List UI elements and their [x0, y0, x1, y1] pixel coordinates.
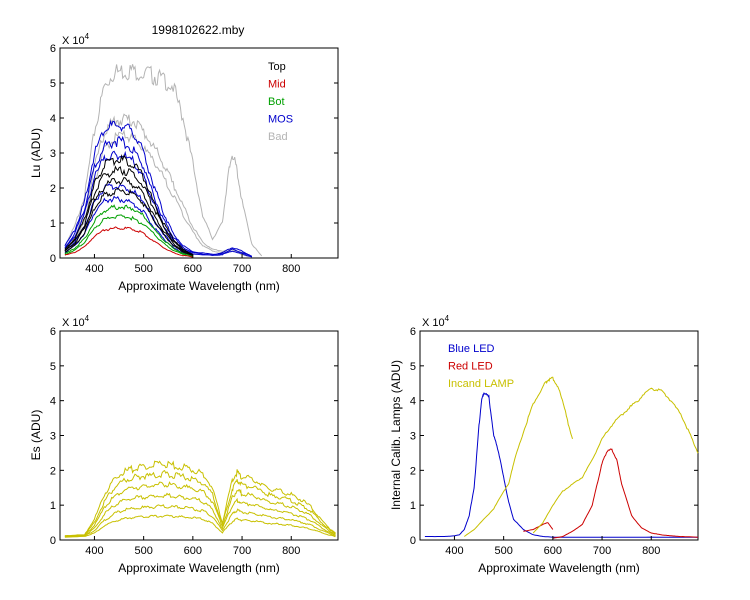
- series-line-mid: [64, 226, 193, 258]
- x-tick-label: 800: [642, 545, 660, 557]
- x-tick-label: 700: [233, 545, 251, 557]
- lu-panel: 0 1 2 3 4 5 6 400 500 600 700 800 X 104 Approximat…: [29, 32, 339, 293]
- y-tick-label: 2: [410, 465, 416, 477]
- legend-entry-blue-led: Blue LED: [448, 343, 495, 355]
- lu-y-axis-label: Lu (ADU): [29, 128, 43, 178]
- y-tick-label: 6: [410, 326, 416, 338]
- series-line-series: [64, 470, 336, 537]
- es-series-layer: [64, 460, 336, 538]
- lamps-y-axis-label: Internal Calib. Lamps (ADU): [389, 360, 403, 510]
- legend-entry-bot: Bot: [268, 96, 285, 108]
- y-tick-label: 5: [410, 361, 416, 373]
- series-line-bot: [64, 214, 193, 257]
- series-line-incand-lamp: [532, 387, 699, 534]
- y-tick-label: 1: [50, 500, 56, 512]
- es-x-axis-label: Approximate Wavelength (nm): [118, 561, 280, 575]
- lamps-x-ticks: 400 500 600 700 800: [445, 536, 660, 557]
- x-tick-label: 400: [85, 263, 103, 275]
- series-line-series: [64, 460, 336, 537]
- legend-entry-red-led: Red LED: [448, 361, 493, 373]
- series-line-mos: [64, 150, 253, 258]
- y-tick-label: 5: [50, 78, 56, 90]
- series-line-incand-lamp: [464, 376, 573, 537]
- series-line-bad: [64, 113, 253, 257]
- x-tick-label: 400: [85, 545, 103, 557]
- y-tick-label: 3: [50, 431, 56, 443]
- y-tick-label: 4: [50, 113, 56, 125]
- series-line-red-led: [552, 448, 699, 539]
- legend-entry-top: Top: [268, 61, 286, 73]
- y-tick-label: 3: [410, 431, 416, 443]
- series-line-series: [64, 504, 336, 538]
- y-tick-label: 1: [50, 218, 56, 230]
- x-tick-label: 600: [544, 545, 562, 557]
- y-tick-label: 4: [50, 396, 56, 408]
- lamps-legend: Blue LED Red LED Incand LAMP: [448, 343, 514, 390]
- y-tick-label: 0: [50, 535, 56, 547]
- lu-multiplier: X 104: [62, 32, 90, 47]
- series-line-top: [64, 165, 193, 255]
- es-x-ticks: 400 500 600 700 800: [85, 536, 300, 557]
- series-line-red-led: [523, 522, 554, 532]
- series-line-bot: [64, 204, 193, 257]
- lu-y-ticks: 0 1 2 3 4 5 6: [50, 43, 338, 265]
- y-tick-label: 0: [410, 535, 416, 547]
- lamps-multiplier: X 104: [422, 314, 450, 329]
- lamps-y-ticks: 0 1 2 3 4 5 6: [410, 326, 698, 547]
- series-line-top: [64, 187, 193, 256]
- legend-entry-bad: Bad: [268, 131, 288, 143]
- legend-entry-incand-lamp: Incand LAMP: [448, 378, 514, 390]
- series-line-mos: [64, 135, 253, 257]
- x-tick-label: 400: [445, 545, 463, 557]
- figure-title: 1998102622.mby: [152, 23, 245, 37]
- es-y-ticks: 0 1 2 3 4 5 6: [50, 326, 338, 547]
- series-line-series: [64, 514, 336, 538]
- es-multiplier: X 104: [62, 314, 90, 329]
- x-tick-label: 700: [593, 545, 611, 557]
- y-tick-label: 2: [50, 183, 56, 195]
- lamps-x-axis-label: Approximate Wavelength (nm): [478, 561, 640, 575]
- x-tick-label: 500: [134, 545, 152, 557]
- lu-x-ticks: 400 500 600 700 800: [85, 254, 300, 275]
- es-y-axis-label: Es (ADU): [29, 410, 43, 461]
- series-line-blue-led: [424, 392, 698, 538]
- x-tick-label: 700: [233, 263, 251, 275]
- series-line-series: [64, 492, 336, 537]
- lamps-panel: 0 1 2 3 4 5 6 400 500 600 700 800 X 104 Approximat…: [389, 314, 699, 575]
- series-line-top: [64, 154, 194, 256]
- y-tick-label: 2: [50, 465, 56, 477]
- series-line-series: [64, 481, 336, 537]
- legend-entry-mos: MOS: [268, 114, 293, 126]
- lu-x-axis-label: Approximate Wavelength (nm): [118, 279, 280, 293]
- x-tick-label: 800: [282, 263, 300, 275]
- x-tick-label: 800: [282, 545, 300, 557]
- series-line-mos: [64, 119, 253, 257]
- x-tick-label: 600: [184, 263, 202, 275]
- legend-entry-mid: Mid: [268, 79, 286, 91]
- y-tick-label: 4: [410, 396, 416, 408]
- lu-legend: Top Mid Bot MOS Bad: [268, 61, 293, 143]
- x-tick-label: 500: [494, 545, 512, 557]
- y-tick-label: 1: [410, 500, 416, 512]
- series-line-top: [64, 177, 193, 256]
- x-tick-label: 500: [134, 263, 152, 275]
- y-tick-label: 0: [50, 253, 56, 265]
- y-tick-label: 5: [50, 361, 56, 373]
- x-tick-label: 600: [184, 545, 202, 557]
- y-tick-label: 6: [50, 326, 56, 338]
- series-line-bad: [64, 64, 263, 257]
- lu-series-layer: [64, 64, 263, 258]
- es-panel: 0 1 2 3 4 5 6 400 500 600 700 800 X 104 Approximat…: [29, 314, 339, 575]
- lamps-series-layer: [424, 376, 699, 539]
- y-tick-label: 3: [50, 148, 56, 160]
- y-tick-label: 6: [50, 43, 56, 55]
